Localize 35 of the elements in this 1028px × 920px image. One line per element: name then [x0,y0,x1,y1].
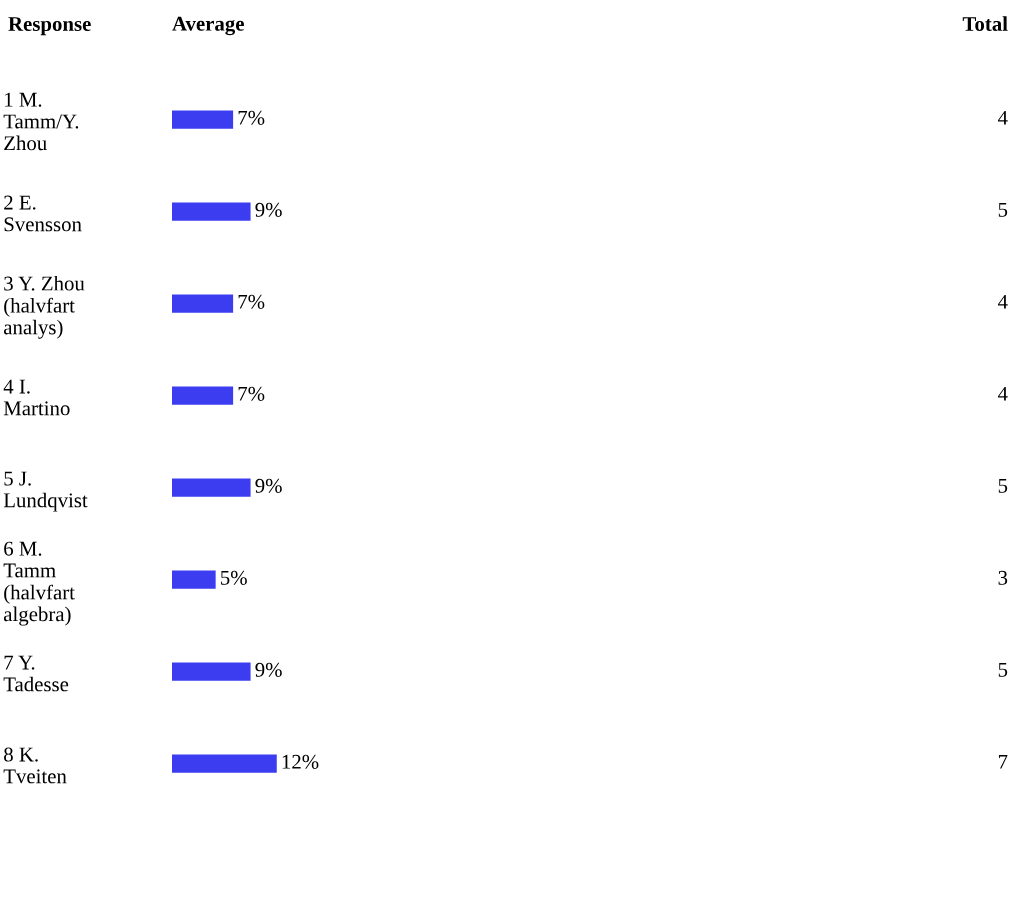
bar [172,294,234,313]
bar [172,386,234,405]
bar [172,202,251,221]
y-tick-label: 5 J. Lundqvist [3,471,88,512]
text: 5 [998,662,1008,677]
text: 7 [998,754,1008,769]
data-label: 5% [221,570,247,585]
text: Total [962,16,1008,31]
data-label: 7% [238,294,265,309]
y-axis-title: Response [8,17,91,36]
bar [172,478,251,497]
data-label: 7% [238,386,265,401]
x-axis-title: Average [172,16,244,36]
y-tick-label: 3 Y. Zhou (halvfart analys) [3,275,85,339]
text: 5 [998,478,1008,493]
text: 3 [998,570,1008,585]
bar [172,662,251,681]
text: 5 [998,202,1008,217]
text: 4 [997,294,1008,309]
bar [172,570,216,589]
y-tick-label: 7 Y. Tadesse [3,655,69,692]
y-tick-label: 1 M. Tamm/Y. Zhou [3,92,79,151]
y-tick-label: 2 E. Svensson [4,195,82,232]
data-label: 12% [282,754,319,769]
y-tick-label: 6 M. Tamm (halvfart algebra) [3,541,75,626]
y-tick-label: 8 K. Tveiten [3,747,67,784]
bar [172,754,277,773]
data-label: 9% [255,662,282,677]
y-tick-label: 4 I. Martino [3,379,70,416]
text: 4 [997,386,1008,401]
data-label: 9% [255,478,282,493]
data-label: 7% [238,110,265,125]
text: 4 [997,110,1008,125]
bar [172,110,234,129]
data-label: 9% [255,202,282,217]
